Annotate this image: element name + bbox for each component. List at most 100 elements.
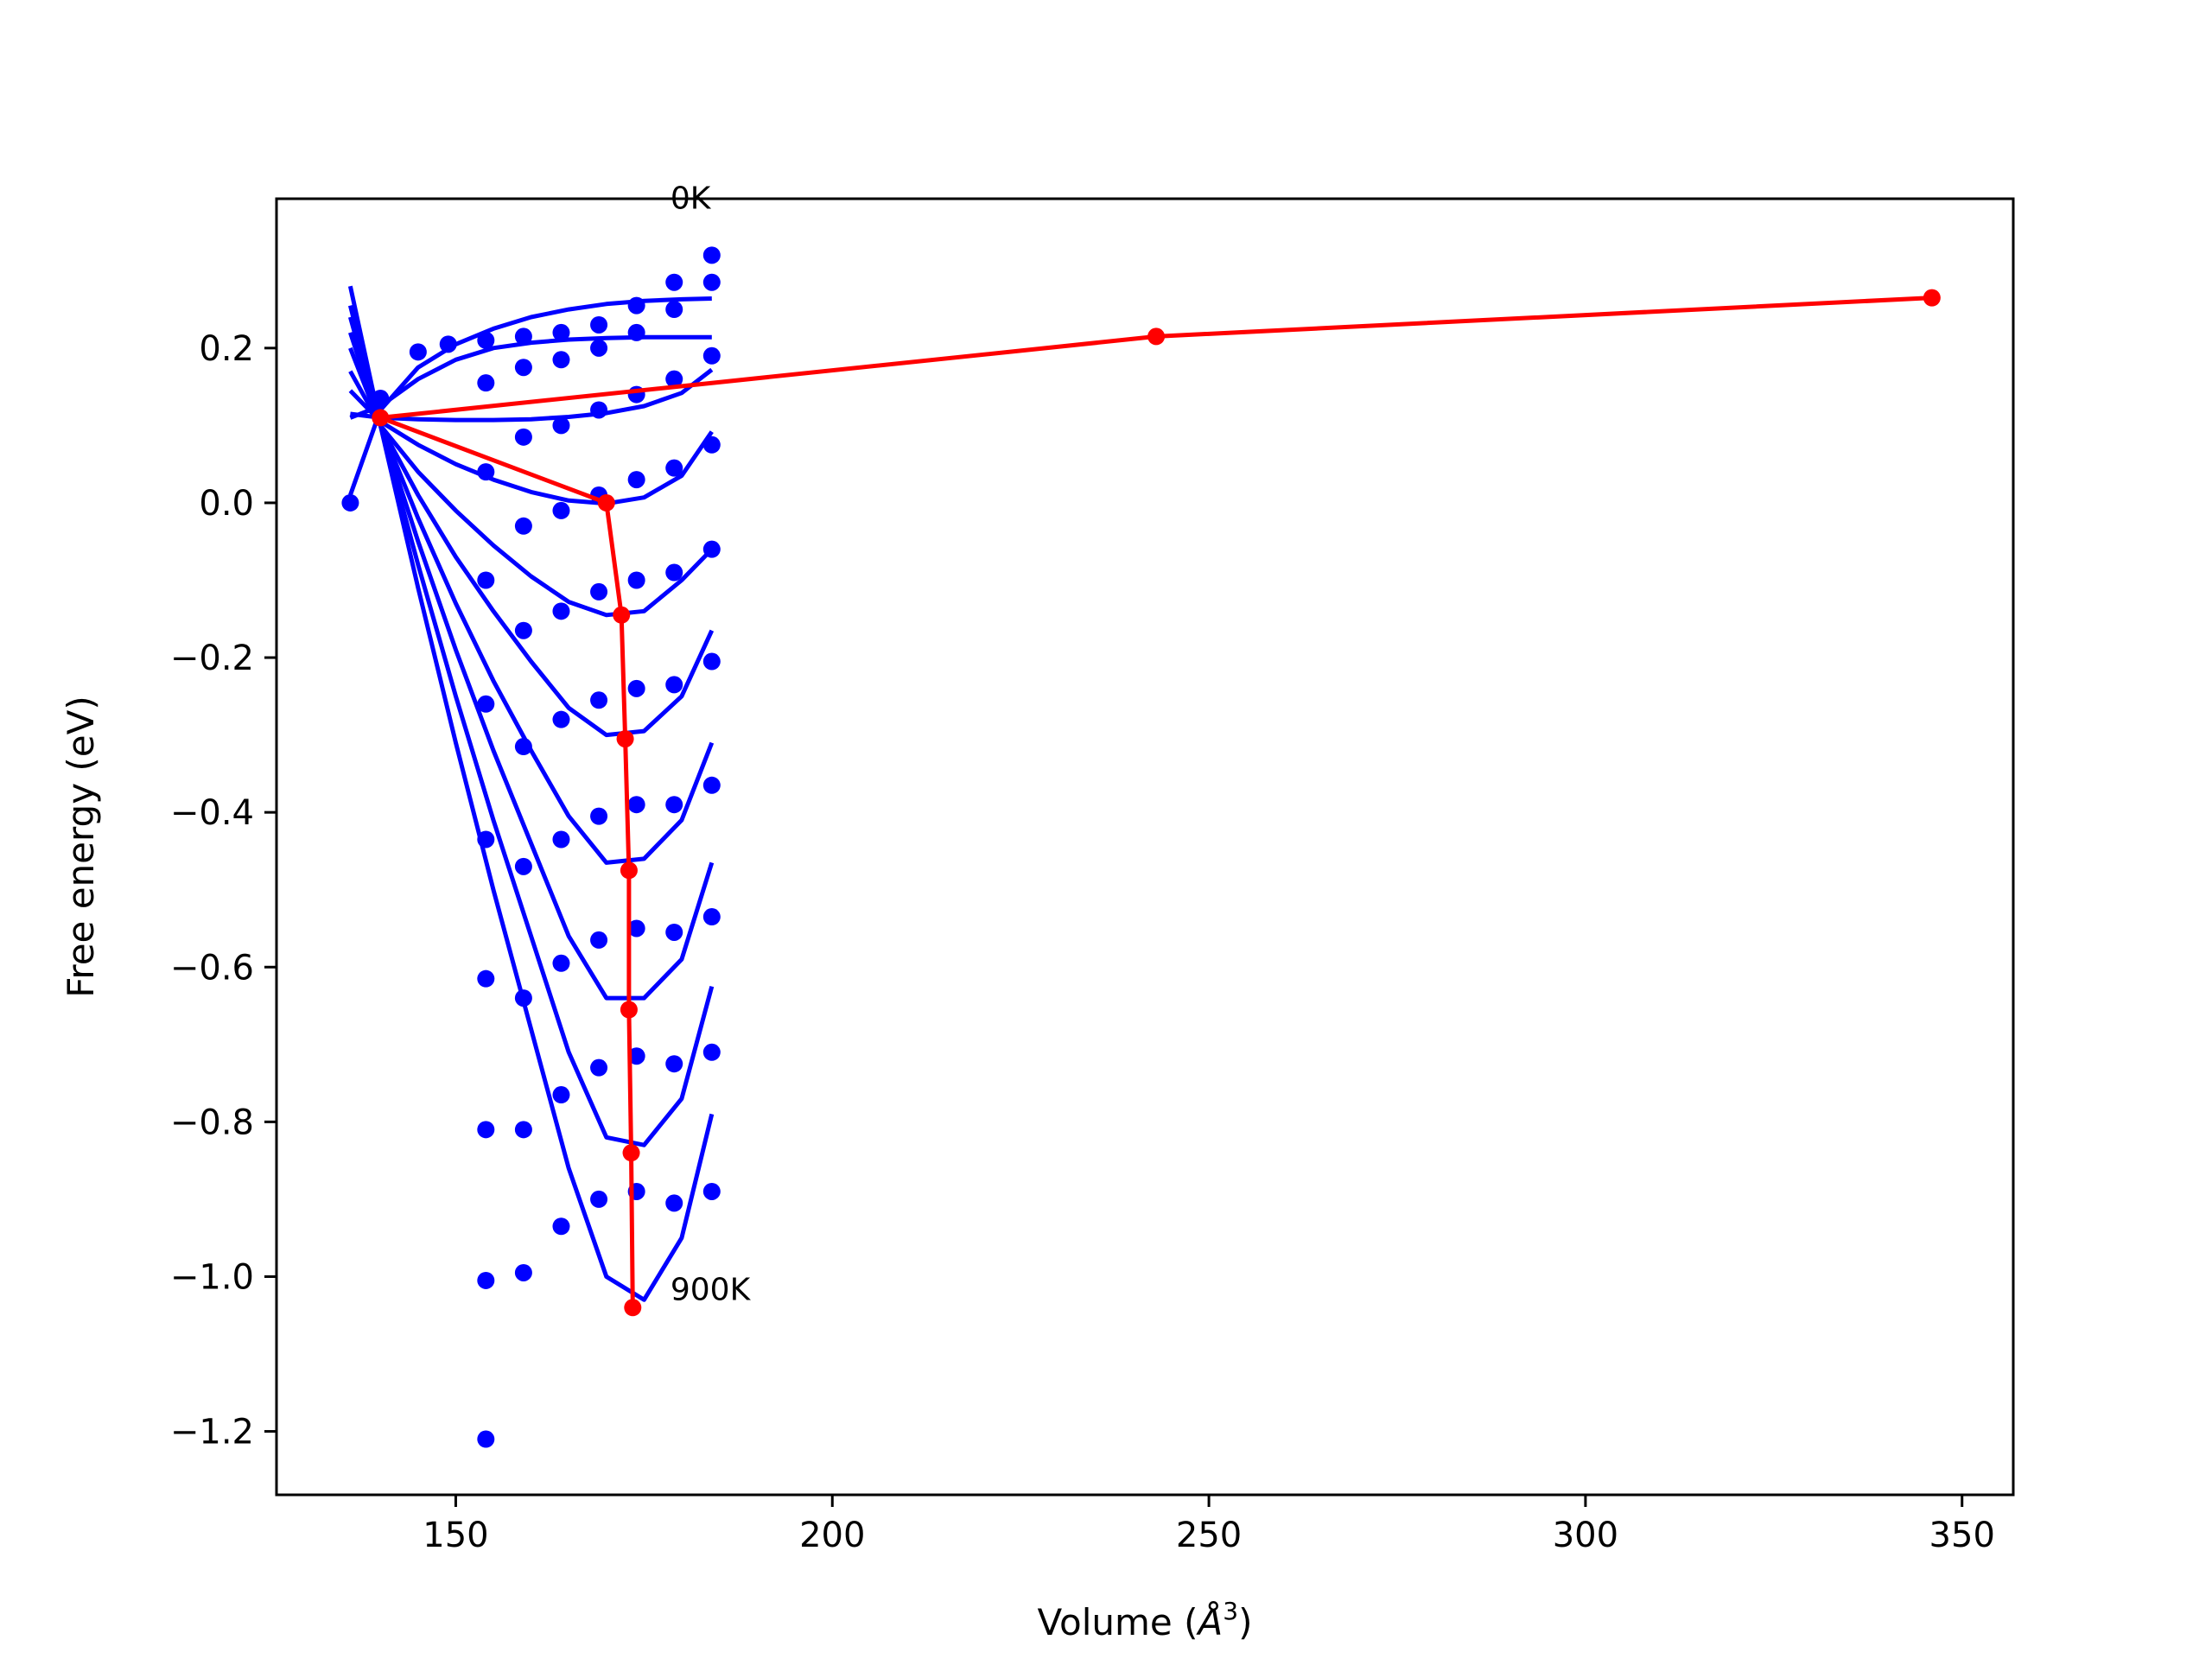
data-point: [514, 738, 532, 756]
data-point: [627, 919, 645, 938]
y-axis: −1.2 −1.0 −0.8 −0.6 −0.4 −0.2 0.0 0.2: [170, 329, 276, 1452]
data-point: [477, 969, 495, 988]
data-point: [665, 796, 683, 814]
data-point: [702, 776, 721, 794]
minimum-point: [1923, 289, 1941, 307]
annotations: 0K 900K: [671, 181, 752, 1308]
data-point: [552, 501, 570, 519]
x-axis-label-unit: Å: [1196, 1600, 1224, 1643]
y-tick-label: −0.2: [170, 639, 254, 678]
fit-curve-0: [348, 296, 712, 496]
y-tick-label: −1.2: [170, 1413, 254, 1452]
data-point: [409, 343, 427, 361]
x-axis-label: Volume (Å3): [1038, 1597, 1253, 1643]
data-point: [590, 401, 608, 419]
minimum-point: [622, 1144, 640, 1162]
data-point: [627, 679, 645, 697]
data-point: [477, 1430, 495, 1448]
minimum-point: [620, 861, 638, 880]
annotation-label: 900K: [671, 1272, 752, 1307]
data-point: [439, 335, 457, 353]
data-point: [514, 428, 532, 446]
data-point: [372, 390, 390, 408]
data-point: [665, 676, 683, 694]
fit-curve-7: [347, 316, 715, 1001]
data-points: [341, 246, 721, 1448]
annotation-label: 0K: [671, 181, 712, 217]
y-tick-label: 0.0: [199, 484, 254, 524]
data-point: [477, 830, 495, 849]
data-point: [477, 1121, 495, 1139]
data-point: [590, 1058, 608, 1077]
data-point: [590, 1190, 608, 1208]
x-tick-label: 150: [423, 1516, 488, 1555]
plot-frame: [275, 197, 2015, 1497]
data-point: [627, 296, 645, 315]
data-point: [477, 1271, 495, 1289]
y-axis-label: Free energy (eV): [60, 696, 102, 998]
minimum-point: [613, 606, 631, 624]
minimum-point: [624, 1299, 642, 1317]
data-point: [665, 923, 683, 941]
data-point: [627, 1047, 645, 1065]
data-point: [702, 435, 721, 454]
y-tick-label: 0.2: [199, 329, 254, 369]
data-point: [552, 710, 570, 728]
data-point: [702, 1043, 721, 1061]
data-point: [552, 323, 570, 341]
minimum-point: [616, 730, 634, 748]
fit-curve-2: [350, 367, 714, 423]
minimum-point: [372, 409, 390, 427]
data-point: [665, 301, 683, 319]
data-point: [514, 517, 532, 535]
data-point: [590, 931, 608, 949]
data-point: [665, 1055, 683, 1073]
data-point: [552, 602, 570, 620]
data-point: [477, 463, 495, 481]
fit-curve-4: [348, 370, 714, 618]
data-point: [514, 1121, 532, 1139]
y-tick-label: −0.6: [170, 948, 254, 988]
data-point: [477, 374, 495, 392]
data-point: [341, 493, 359, 512]
x-axis: 150 200 250 300 350: [423, 1495, 1995, 1555]
x-tick-label: 200: [799, 1516, 865, 1555]
data-point: [514, 359, 532, 377]
data-point: [514, 989, 532, 1007]
data-point: [552, 351, 570, 369]
y-tick-label: −0.4: [170, 793, 254, 833]
data-point: [702, 246, 721, 264]
x-tick-label: 350: [1929, 1516, 1995, 1555]
data-point: [590, 339, 608, 357]
data-point: [590, 691, 608, 709]
data-point: [627, 571, 645, 589]
fit-curve-3: [348, 389, 714, 506]
data-point: [665, 563, 683, 582]
data-point: [477, 695, 495, 713]
data-point: [627, 471, 645, 489]
x-axis-label-prefix: Volume (: [1038, 1601, 1198, 1643]
x-tick-label: 250: [1176, 1516, 1242, 1555]
data-point: [665, 273, 683, 291]
data-point: [702, 652, 721, 671]
data-point: [514, 621, 532, 639]
data-point: [552, 1217, 570, 1236]
data-point: [514, 857, 532, 875]
data-point: [665, 1194, 683, 1212]
data-point: [590, 315, 608, 334]
x-tick-label: 300: [1553, 1516, 1618, 1555]
data-point: [477, 331, 495, 349]
y-tick-label: −0.8: [170, 1103, 254, 1142]
data-point: [627, 323, 645, 341]
data-point: [702, 908, 721, 926]
data-point: [627, 796, 645, 814]
y-tick-label: −1.0: [170, 1257, 254, 1297]
data-point: [552, 1086, 570, 1104]
data-point: [552, 954, 570, 972]
data-point: [665, 370, 683, 388]
data-point: [514, 1263, 532, 1281]
data-point: [552, 416, 570, 435]
data-point: [552, 830, 570, 849]
data-point: [702, 273, 721, 291]
